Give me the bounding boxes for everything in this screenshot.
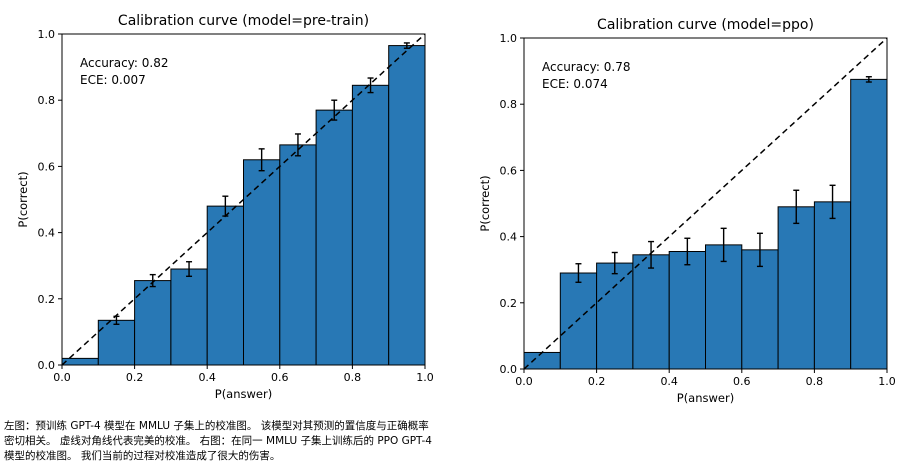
error-bar-6 xyxy=(756,232,763,268)
bar-8 xyxy=(813,201,852,370)
x-axis-label: P(answer) xyxy=(215,387,272,401)
x-tick-label-5: 1.0 xyxy=(878,375,896,388)
bar-1 xyxy=(559,272,598,370)
bar-1 xyxy=(97,319,136,366)
y-tick-label-2: 0.4 xyxy=(500,231,518,244)
figure-caption: 左图：预训练 GPT-4 模型在 MMLU 子集上的校准图。 该模型对其预测的置… xyxy=(4,419,504,464)
bar-2 xyxy=(134,280,172,366)
y-tick-label-3: 0.6 xyxy=(500,164,518,177)
x-tick-label-0: 0.0 xyxy=(515,375,533,388)
perfect-calibration-line xyxy=(61,33,426,366)
error-bar-3 xyxy=(186,261,193,277)
calibration-charts: Calibration curve (model=pre-train)0.0 0.… xyxy=(16,13,896,405)
y-tick-label-5: 1.0 xyxy=(500,32,518,45)
accuracy-annotation: Accuracy: 0.78 xyxy=(542,60,631,74)
error-bar-1 xyxy=(575,263,582,283)
y-axis-label: P(correct) xyxy=(16,171,30,227)
error-bar-8 xyxy=(829,184,836,220)
bar-3 xyxy=(170,268,208,366)
error-bar-7 xyxy=(331,99,338,121)
y-axis-label: P(correct) xyxy=(478,175,492,231)
chart-title: Calibration curve (model=pre-train) xyxy=(118,13,369,29)
caption-line-2: 密切相关。 虚线对角线代表完美的校准。 右图：在同一 MMLU 子集上训练后的 … xyxy=(4,435,432,447)
ece-annotation: ECE: 0.074 xyxy=(542,77,608,91)
bar-7 xyxy=(315,109,353,366)
y-tick-label-1: 0.2 xyxy=(500,297,518,310)
ece-annotation: ECE: 0.007 xyxy=(80,73,146,87)
y-tick-label-0: 0.0 xyxy=(38,359,56,372)
chart-left: Calibration curve (model=pre-train)0.0 0.… xyxy=(16,13,434,401)
bar-9 xyxy=(850,78,888,370)
accuracy-annotation: Accuracy: 0.82 xyxy=(80,56,169,70)
bar-4 xyxy=(668,250,707,370)
bar-7 xyxy=(777,206,815,370)
error-bar-8 xyxy=(367,77,374,94)
error-bar-9 xyxy=(403,42,410,49)
y-tick-label-0: 0.0 xyxy=(500,363,518,376)
axes-frame xyxy=(61,33,426,366)
error-bar-5 xyxy=(258,148,265,172)
x-tick-label-2: 0.4 xyxy=(198,371,216,384)
x-tick-label-1: 0.2 xyxy=(126,371,144,384)
error-bar-6 xyxy=(294,133,301,157)
y-tick-label-1: 0.2 xyxy=(38,293,56,306)
error-bar-9 xyxy=(865,76,872,83)
error-bar-2 xyxy=(149,273,156,288)
error-bar-7 xyxy=(793,189,800,225)
y-tick-label-4: 0.8 xyxy=(500,98,518,111)
caption-line-1: 左图：预训练 GPT-4 模型在 MMLU 子集上的校准图。 该模型对其预测的置… xyxy=(4,420,429,432)
caption-line-3: 模型的校准图。 我们当前的过程对校准造成了很大的伤害。 xyxy=(4,450,281,462)
x-tick-label-2: 0.4 xyxy=(660,375,678,388)
chart-title: Calibration curve (model=ppo) xyxy=(597,17,814,33)
chart-right: Calibration curve (model=ppo) 0.0 0.2 0.4 0.… xyxy=(478,17,896,405)
bar-3 xyxy=(632,254,670,370)
error-bar-2 xyxy=(611,251,618,275)
perfect-calibration-line xyxy=(523,37,888,370)
axes-frame xyxy=(523,37,888,370)
bar-5 xyxy=(243,159,281,366)
x-tick-label-1: 0.2 xyxy=(588,375,606,388)
y-tick-label-4: 0.8 xyxy=(38,94,56,107)
bar-2 xyxy=(596,262,634,370)
x-axis-label: P(answer) xyxy=(677,391,734,405)
y-tick-label-5: 1.0 xyxy=(38,28,56,41)
bar-0 xyxy=(61,357,99,366)
x-tick-label-5: 1.0 xyxy=(416,371,434,384)
error-bar-3 xyxy=(648,240,655,269)
bar-5 xyxy=(705,244,743,370)
x-tick-label-3: 0.6 xyxy=(271,371,289,384)
bar-8 xyxy=(351,84,390,366)
x-tick-label-4: 0.8 xyxy=(344,371,362,384)
error-bar-4 xyxy=(684,237,691,266)
y-tick-label-3: 0.6 xyxy=(38,160,56,173)
bar-0 xyxy=(523,351,561,370)
bar-6 xyxy=(279,144,317,366)
y-tick-label-2: 0.4 xyxy=(38,227,56,240)
bar-6 xyxy=(741,249,779,370)
x-tick-label-4: 0.8 xyxy=(806,375,824,388)
x-tick-label-3: 0.6 xyxy=(733,375,751,388)
bar-9 xyxy=(388,45,426,366)
error-bar-5 xyxy=(720,227,727,263)
bar-4 xyxy=(206,205,244,366)
x-tick-label-0: 0.0 xyxy=(53,371,71,384)
